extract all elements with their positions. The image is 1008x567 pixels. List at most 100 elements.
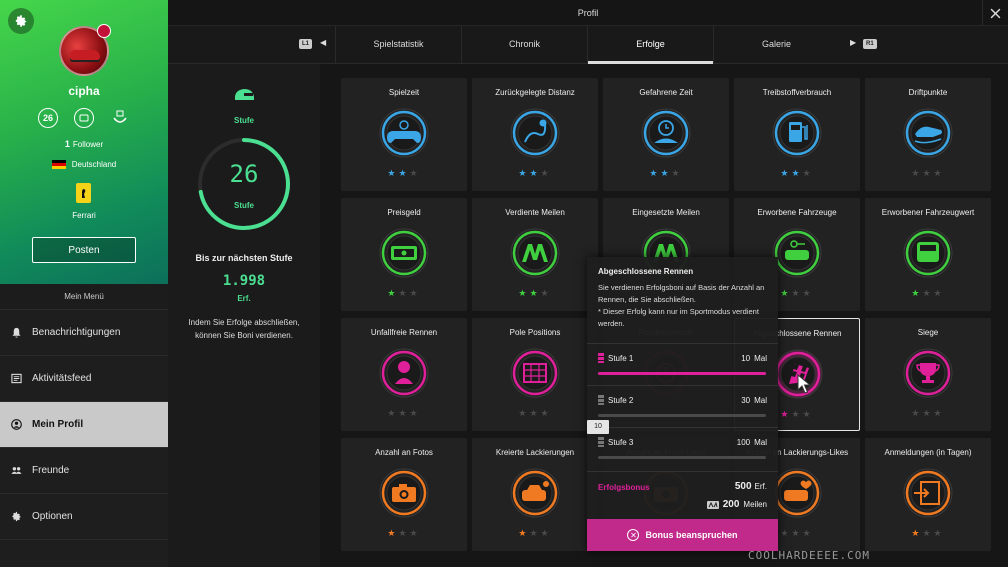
r1-button-hint[interactable]: R1 bbox=[863, 39, 877, 49]
tab-spielstatistik[interactable]: Spielstatistik bbox=[335, 26, 461, 64]
achievement-card[interactable]: Anzahl an Fotos ★★★ bbox=[341, 438, 467, 551]
menu-item-notifications[interactable]: Benachrichtigungen bbox=[0, 310, 168, 356]
star-filled-icon: ★ bbox=[780, 288, 792, 298]
achievement-card[interactable]: Siege ★★★ bbox=[865, 318, 991, 431]
money-icon bbox=[379, 228, 429, 278]
country-name: Deutschland bbox=[71, 160, 117, 169]
achievement-stars: ★★★ bbox=[472, 408, 598, 419]
achievement-card[interactable]: Anmeldungen (in Tagen) ★★★ bbox=[865, 438, 991, 551]
star-filled-icon: ★ bbox=[660, 168, 672, 178]
fuel-icon bbox=[772, 108, 822, 158]
achievement-stars: ★★★ bbox=[865, 408, 991, 419]
helmet-icon bbox=[234, 89, 254, 100]
menu-item-label: Optionen bbox=[32, 511, 73, 522]
achievement-title: Anmeldungen (in Tagen) bbox=[884, 448, 972, 457]
achievement-title: Preisgeld bbox=[387, 208, 421, 217]
star-empty-icon: ★ bbox=[398, 288, 410, 298]
tier-progress-bar bbox=[598, 414, 766, 417]
star-empty-icon: ★ bbox=[540, 408, 552, 418]
route-icon bbox=[510, 108, 560, 158]
tier-progress-bar bbox=[598, 372, 766, 375]
tab-erfolge[interactable]: Erfolge bbox=[587, 26, 713, 64]
star-filled-icon: ★ bbox=[780, 168, 792, 178]
chevron-left-icon[interactable]: ◀ bbox=[320, 38, 327, 47]
star-empty-icon: ★ bbox=[933, 288, 945, 298]
star-empty-icon: ★ bbox=[540, 168, 552, 178]
star-filled-icon: ★ bbox=[649, 168, 661, 178]
tab-galerie[interactable]: Galerie bbox=[713, 26, 839, 64]
star-empty-icon: ★ bbox=[780, 528, 792, 538]
achievement-stars: ★★★ bbox=[341, 288, 467, 299]
achievement-card[interactable]: Zurückgelegte Distanz ★★★ bbox=[472, 78, 598, 191]
achievement-card[interactable]: Unfallfreie Rennen ★★★ bbox=[341, 318, 467, 431]
achievement-card[interactable]: Erworbener Fahrzeugwert ★★★ bbox=[865, 198, 991, 311]
achievement-stars: ★★★ bbox=[734, 168, 860, 179]
miles-icon bbox=[510, 228, 560, 278]
star-empty-icon: ★ bbox=[409, 408, 421, 418]
achievement-title: Pole Positions bbox=[509, 328, 561, 337]
bell-icon bbox=[11, 327, 22, 338]
star-filled-icon: ★ bbox=[518, 168, 530, 178]
tab-chronik[interactable]: Chronik bbox=[461, 26, 587, 64]
star-empty-icon: ★ bbox=[791, 288, 803, 298]
achievement-card[interactable]: Preisgeld ★★★ bbox=[341, 198, 467, 311]
next-level-unit: Erf. bbox=[237, 294, 251, 303]
achievement-card[interactable]: Kreierte Lackierungen ★★★ bbox=[472, 438, 598, 551]
tier-flag-icon bbox=[598, 437, 604, 447]
achievement-stars: ★★★ bbox=[341, 168, 467, 179]
menu-item-my-profile[interactable]: Mein Profil bbox=[0, 402, 168, 448]
star-filled-icon: ★ bbox=[780, 409, 792, 419]
friends-icon bbox=[11, 465, 22, 476]
achievement-title: Anzahl an Fotos bbox=[375, 448, 433, 457]
star-empty-icon: ★ bbox=[802, 409, 814, 419]
achievement-card[interactable]: Spielzeit ★★★ bbox=[341, 78, 467, 191]
achievement-card[interactable]: Driftpunkte ★★★ bbox=[865, 78, 991, 191]
star-empty-icon: ★ bbox=[922, 288, 934, 298]
star-empty-icon: ★ bbox=[911, 408, 923, 418]
star-filled-icon: ★ bbox=[518, 288, 530, 298]
achievement-title: Verdiente Meilen bbox=[505, 208, 565, 217]
cross-button-icon: ✕ bbox=[627, 529, 640, 541]
next-level-value: 1.998 bbox=[222, 273, 266, 289]
follower-count[interactable]: 1 Follower bbox=[64, 139, 104, 149]
username: cipha bbox=[68, 84, 100, 98]
achievement-card[interactable]: Gefahrene Zeit ★★★ bbox=[603, 78, 729, 191]
level-value: 26 bbox=[229, 160, 259, 188]
claim-bonus-button[interactable]: ✕ Bonus beanspruchen bbox=[587, 519, 778, 551]
achievement-stars: ★★★ bbox=[734, 288, 860, 299]
post-button[interactable]: Posten bbox=[32, 237, 136, 263]
star-empty-icon: ★ bbox=[409, 528, 421, 538]
achievement-stars: ★★★ bbox=[472, 168, 598, 179]
paint-car-icon bbox=[510, 468, 560, 518]
l1-button-hint[interactable]: L1 bbox=[299, 39, 313, 49]
grid-start-icon bbox=[510, 348, 560, 398]
achievement-card[interactable]: Pole Positions ★★★ bbox=[472, 318, 598, 431]
star-filled-icon: ★ bbox=[387, 528, 399, 538]
menu-item-friends[interactable]: Freunde bbox=[0, 448, 168, 494]
achievement-title: Anzahl an Lackierungs-Likes bbox=[745, 448, 849, 457]
achievement-title: Spielzeit bbox=[388, 88, 420, 97]
tier-progress-bar bbox=[598, 456, 766, 459]
bonus-miles: 200 Meilen bbox=[706, 499, 767, 510]
license-badge-icon bbox=[74, 108, 94, 128]
star-empty-icon: ★ bbox=[791, 409, 803, 419]
chevron-right-icon[interactable]: ▶ bbox=[850, 38, 857, 47]
menu-item-options[interactable]: Optionen bbox=[0, 494, 168, 540]
cursor-icon bbox=[797, 374, 812, 394]
sidebar: cipha 26 1 Follower Deutschland Ferrari bbox=[0, 0, 168, 567]
claim-bonus-label: Bonus beanspruchen bbox=[645, 530, 738, 540]
tab-bar: L1 ◀ Spielstatistik Chronik Erfolge Gale… bbox=[168, 26, 1008, 64]
star-filled-icon: ★ bbox=[791, 168, 803, 178]
menu-item-label: Benachrichtigungen bbox=[32, 327, 121, 338]
achievement-card[interactable]: Verdiente Meilen ★★★ bbox=[472, 198, 598, 311]
star-empty-icon: ★ bbox=[387, 408, 399, 418]
tier-value: 30 Mal bbox=[741, 396, 767, 405]
settings-gear-icon[interactable] bbox=[8, 8, 34, 34]
star-empty-icon: ★ bbox=[933, 168, 945, 178]
title-bar: Profil bbox=[168, 0, 1008, 26]
menu-title: Mein Menü bbox=[0, 284, 168, 310]
achievement-card[interactable]: Treibstoffverbrauch ★★★ bbox=[734, 78, 860, 191]
close-icon[interactable] bbox=[982, 0, 1008, 26]
achievement-stars: ★★★ bbox=[865, 288, 991, 299]
menu-item-activity-feed[interactable]: Aktivitätsfeed bbox=[0, 356, 168, 402]
